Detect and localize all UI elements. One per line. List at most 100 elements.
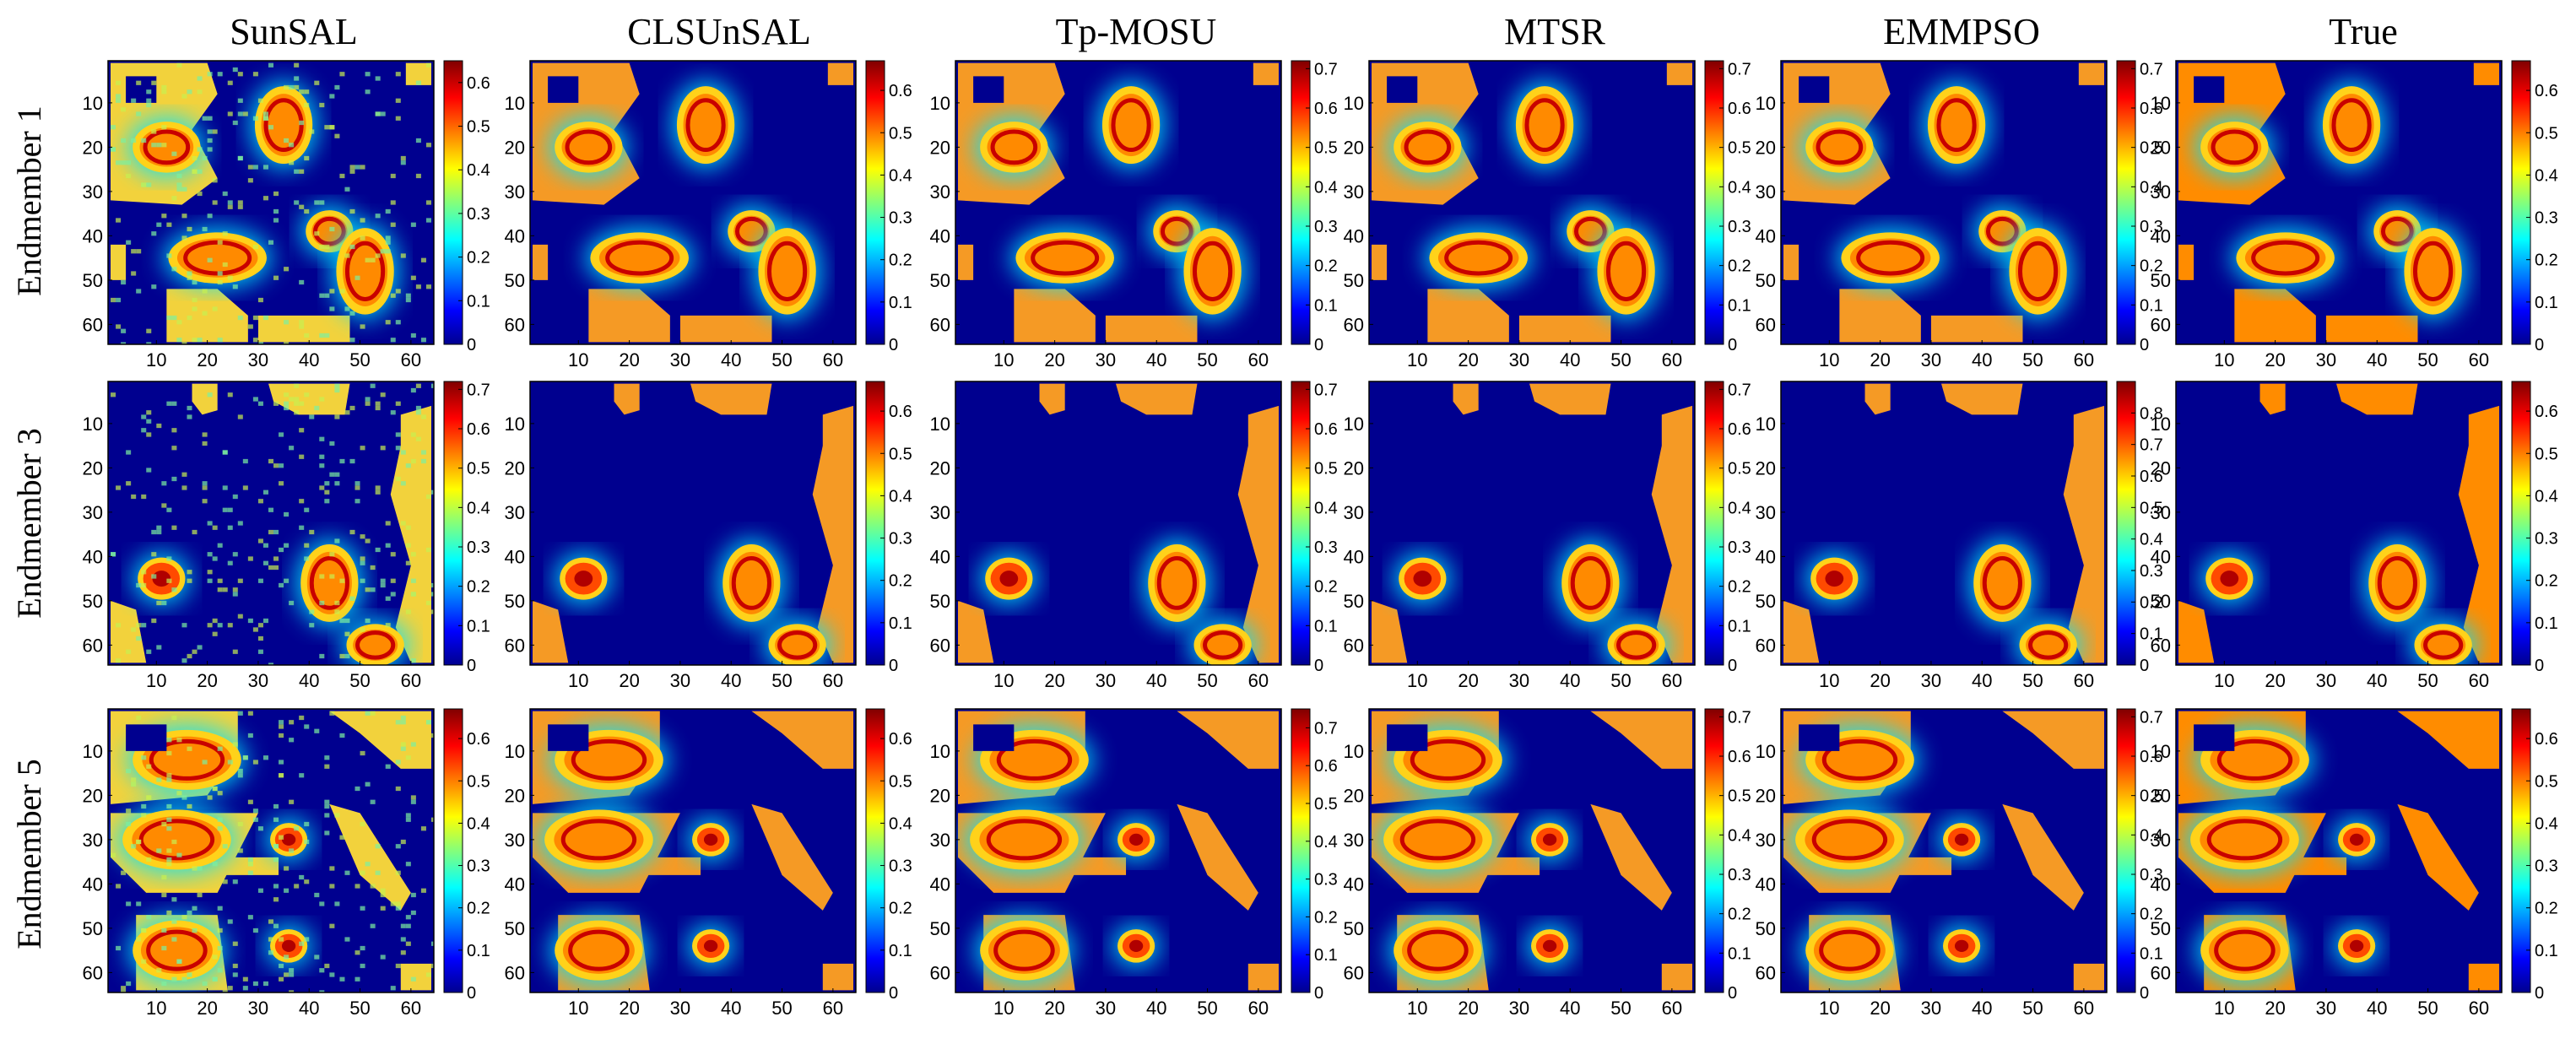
noise-pixel — [273, 208, 279, 214]
noise-pixel — [294, 401, 300, 406]
noise-pixel — [187, 972, 192, 977]
ring-4 — [1819, 929, 1881, 971]
noise-pixel — [380, 582, 386, 588]
abundance-map — [955, 381, 1281, 665]
noise-pixel — [400, 481, 406, 486]
colorbar-tick-label: 0.4 — [1728, 178, 1751, 197]
y-tick-label: 10 — [930, 414, 950, 435]
noise-pixel — [237, 768, 243, 774]
y-tick-label: 10 — [1756, 414, 1776, 435]
colorbar-tick-label: 0.4 — [2140, 826, 2163, 845]
y-tick-label: 40 — [505, 546, 525, 567]
noise-pixel — [360, 556, 365, 561]
colorbar-tick-label: 0.5 — [2535, 124, 2558, 143]
y-tick-label: 50 — [2151, 918, 2171, 939]
noise-pixel — [314, 728, 320, 733]
noise-pixel — [420, 257, 426, 262]
colorbar-tick-label: 0.3 — [1314, 538, 1338, 557]
noise-pixel — [400, 160, 406, 165]
x-tick-label: 40 — [1972, 670, 1992, 691]
noise-pixel — [136, 80, 142, 85]
noise-pixel — [354, 481, 360, 486]
abundance-map — [530, 381, 856, 665]
core-center-0 — [152, 571, 171, 587]
noise-pixel — [252, 760, 258, 765]
panel-r1-c4: 10 20 30 40 50 60 10 20 30 40 50 60 0 0.1 0.2 0.3 0.4 0.5… — [1756, 381, 2163, 691]
noise-pixel — [116, 160, 122, 165]
abundance-region-4 — [533, 244, 549, 280]
noise-pixel — [166, 750, 172, 756]
noise-pixel — [319, 200, 325, 205]
abundance-region-1 — [1115, 383, 1198, 415]
noise-pixel — [390, 410, 396, 415]
colorbar-tick-label: 0.5 — [2140, 139, 2163, 158]
ring-3 — [149, 738, 225, 781]
panel-r1-c5: 10 20 30 40 50 60 10 20 30 40 50 60 0 0.1 0.2 0.3 0.4 0.5… — [2151, 381, 2558, 691]
noise-pixel — [151, 129, 157, 134]
x-tick-label: 50 — [1610, 998, 1631, 1019]
noise-pixel — [304, 724, 310, 729]
noise-pixel — [217, 791, 223, 796]
noise-pixel — [242, 485, 248, 490]
noise-pixel — [360, 821, 365, 827]
empty-region — [1799, 76, 1830, 103]
noise-pixel — [247, 862, 253, 867]
core-center-0 — [1825, 571, 1844, 587]
noise-pixel — [197, 89, 203, 95]
noise-pixel — [232, 494, 238, 500]
noise-pixel — [415, 80, 421, 85]
y-tick-label: 50 — [505, 591, 525, 612]
x-tick-label: 30 — [1921, 349, 1941, 370]
noise-pixel — [405, 923, 411, 928]
colorbar-tick-label: 0.2 — [1314, 578, 1338, 597]
abundance-region-1 — [1529, 383, 1611, 415]
noise-pixel — [375, 111, 381, 116]
ring-fill-0 — [683, 94, 728, 157]
colorbar-gradient — [2116, 60, 2136, 345]
noise-pixel — [354, 499, 360, 504]
noise-pixel — [329, 866, 335, 871]
noise-pixel — [192, 928, 198, 933]
noise-pixel — [141, 755, 147, 760]
noise-pixel — [171, 587, 177, 592]
colorbar-tick-label: 0.5 — [1728, 460, 1751, 479]
x-tick-label: 50 — [2417, 670, 2438, 691]
noise-pixel — [360, 235, 365, 241]
noise-pixel — [354, 976, 360, 982]
column-headers: SunSAL CLSUnSAL Tp-MOSU MTSR EMMPSO True — [230, 11, 2398, 52]
noise-pixel — [187, 578, 192, 583]
y-tick-label: 10 — [2151, 741, 2171, 762]
ring-0 — [2206, 819, 2283, 861]
noise-pixel — [329, 972, 335, 977]
noise-pixel — [400, 715, 406, 721]
y-tick-label: 60 — [2151, 635, 2171, 656]
y-tick-label: 40 — [83, 225, 103, 246]
noise-pixel — [395, 446, 401, 451]
ring-3 — [766, 241, 808, 301]
noise-pixel — [257, 98, 263, 103]
abundance-region-4 — [2397, 803, 2479, 911]
noise-pixel — [161, 84, 167, 90]
noise-pixel — [161, 821, 167, 827]
noise-pixel — [197, 191, 203, 197]
noise-pixel — [232, 941, 238, 946]
y-tick-label: 40 — [930, 546, 950, 567]
noise-pixel — [232, 284, 238, 289]
noise-pixel — [268, 240, 274, 245]
colorbar-tick-label: 0.5 — [889, 445, 912, 463]
noise-pixel — [349, 405, 355, 411]
noise-pixel — [181, 235, 187, 241]
noise-pixel — [339, 976, 345, 982]
noise-pixel — [289, 968, 295, 973]
ring-2 — [2028, 630, 2069, 660]
noise-pixel — [181, 623, 187, 628]
noise-pixel — [161, 981, 167, 987]
noise-pixel — [217, 338, 223, 343]
x-tick-label: 40 — [721, 349, 741, 370]
noise-pixel — [192, 906, 198, 911]
noise-pixel — [116, 94, 122, 99]
ring-2 — [355, 630, 396, 660]
noise-pixel — [257, 623, 263, 628]
noise-pixel — [304, 821, 310, 827]
noise-pixel — [187, 271, 192, 276]
